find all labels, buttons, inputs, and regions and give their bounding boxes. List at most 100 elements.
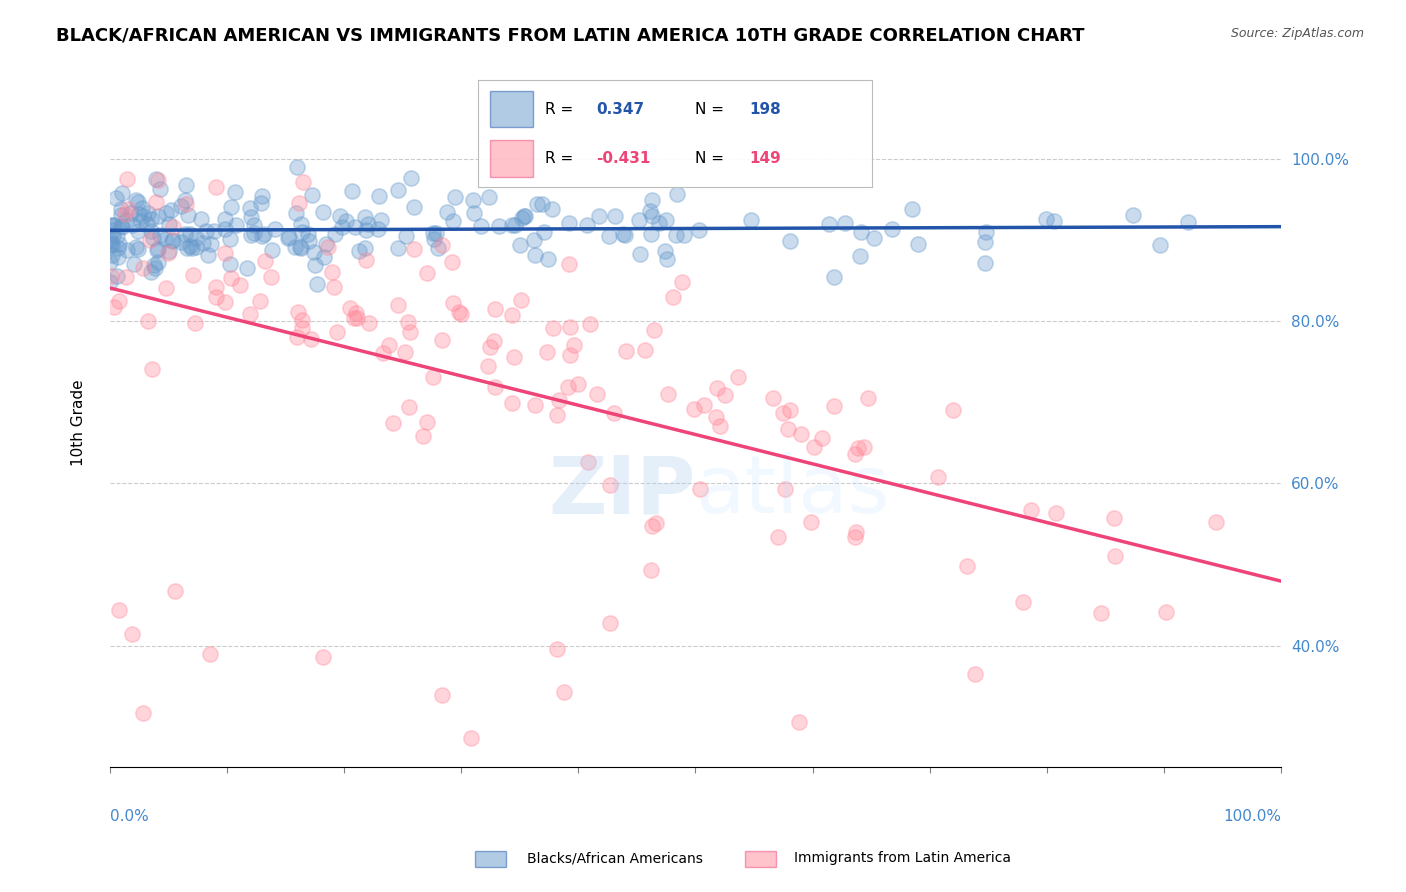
Point (461, 193, 484, 207)
Point (477, 190, 499, 204)
Text: 198: 198 (749, 102, 782, 117)
Point (101, 218, 124, 232)
Point (628, 247, 651, 261)
Point (638, 204, 661, 219)
Point (214, 212, 236, 227)
Point (132, 261, 155, 276)
Point (179, 227, 201, 241)
Point (766, 529, 789, 543)
Point (689, 482, 711, 496)
Point (304, 258, 326, 272)
Point (239, 307, 262, 321)
Point (613, 228, 636, 243)
Point (260, 269, 283, 284)
Point (416, 266, 439, 280)
Point (692, 398, 714, 412)
Point (575, 218, 598, 232)
Text: N =: N = (695, 151, 728, 166)
Point (149, 182, 172, 196)
Point (683, 402, 706, 417)
Point (688, 223, 710, 237)
Point (671, 275, 693, 289)
Point (772, 406, 794, 420)
Point (399, 325, 422, 339)
Point (450, 308, 472, 322)
Point (1177, 214, 1199, 228)
Point (277, 230, 299, 244)
Point (460, 731, 482, 745)
Point (98, 233, 121, 247)
Point (250, 195, 273, 210)
Point (290, 241, 312, 255)
Point (184, 240, 207, 254)
Point (416, 415, 439, 429)
Point (509, 238, 531, 252)
Point (229, 277, 252, 292)
Point (640, 193, 662, 207)
Point (378, 338, 401, 352)
Point (115, 212, 138, 227)
Point (253, 227, 276, 241)
Point (706, 381, 728, 395)
Point (546, 642, 568, 657)
Point (219, 270, 242, 285)
Point (329, 209, 352, 223)
Point (98, 275, 121, 289)
Point (394, 228, 416, 243)
Point (907, 237, 929, 252)
Point (484, 380, 506, 394)
Point (488, 219, 510, 233)
Point (354, 252, 377, 267)
Point (219, 257, 242, 271)
Point (672, 228, 695, 243)
Point (863, 231, 886, 245)
Point (146, 242, 169, 256)
Point (779, 403, 801, 417)
Point (1122, 208, 1144, 222)
Point (153, 232, 176, 246)
Point (354, 241, 377, 255)
Point (136, 314, 159, 328)
Point (357, 316, 380, 330)
Point (844, 530, 866, 544)
Point (179, 239, 201, 253)
Point (811, 431, 834, 445)
Point (444, 190, 467, 204)
Point (478, 340, 501, 354)
Point (299, 333, 322, 347)
Point (567, 376, 589, 391)
Point (160, 234, 183, 248)
Point (1090, 606, 1112, 620)
Point (356, 217, 378, 231)
Point (399, 171, 422, 186)
Point (236, 260, 259, 275)
Point (644, 516, 666, 531)
Point (105, 269, 128, 284)
Point (143, 260, 166, 275)
Point (662, 290, 685, 304)
Point (340, 184, 363, 198)
Point (323, 227, 346, 242)
Point (441, 213, 464, 227)
Point (139, 265, 162, 279)
Text: Blacks/African Americans: Blacks/African Americans (527, 851, 703, 865)
Point (1205, 515, 1227, 529)
Point (117, 202, 139, 216)
Point (132, 209, 155, 223)
Point (373, 345, 395, 359)
Point (205, 180, 228, 194)
Point (598, 229, 620, 244)
Point (291, 225, 314, 239)
Point (155, 281, 177, 295)
Point (657, 252, 679, 266)
Point (845, 525, 868, 540)
Point (139, 234, 162, 248)
Point (1149, 238, 1171, 252)
Point (740, 213, 762, 227)
Point (546, 408, 568, 422)
Point (713, 388, 735, 402)
Point (183, 316, 205, 330)
Point (558, 217, 581, 231)
Point (252, 229, 274, 244)
Point (202, 225, 225, 239)
